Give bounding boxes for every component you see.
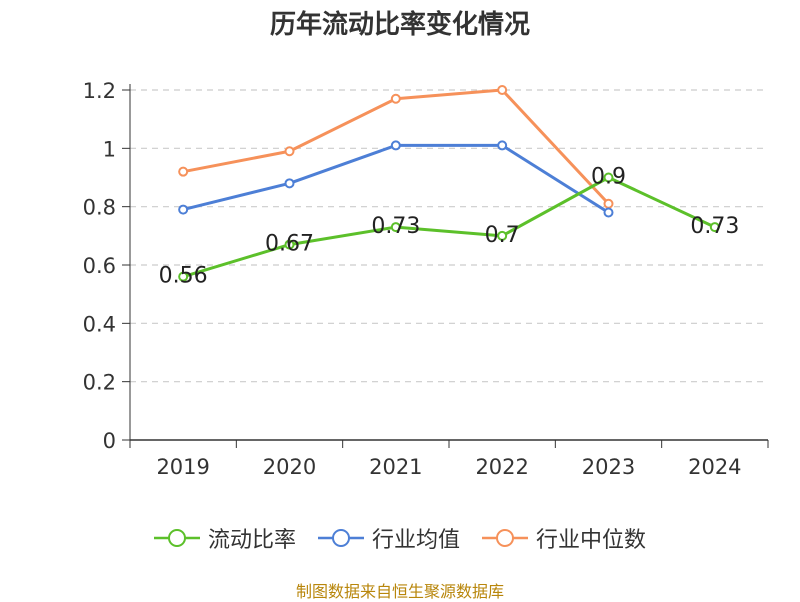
y-tick-label: 1	[103, 137, 116, 161]
data-point	[497, 140, 508, 151]
data-label: 0.7	[485, 223, 520, 248]
data-point	[284, 178, 295, 189]
legend: 流动比率 行业均值 行业中位数	[0, 518, 800, 558]
data-label: 0.73	[371, 214, 420, 239]
y-tick-label: 0	[103, 429, 116, 453]
legend-swatch-icon	[153, 529, 200, 547]
legend-label: 行业均值	[371, 528, 460, 553]
x-tick-label: 2024	[688, 455, 741, 479]
data-label: 0.9	[591, 165, 626, 190]
x-tick-label: 2022	[475, 455, 528, 479]
x-tick-label: 2023	[582, 455, 635, 479]
y-tick-label: 0.8	[83, 196, 116, 220]
data-point	[390, 222, 401, 233]
legend-swatch-icon	[482, 529, 528, 547]
x-tick-label: 2019	[156, 455, 209, 479]
data-point	[390, 93, 401, 104]
data-point	[178, 204, 189, 215]
data-point	[603, 172, 614, 183]
data-point	[603, 198, 614, 209]
data-label: 0.56	[159, 264, 208, 289]
data-point	[390, 140, 401, 151]
y-tick-label: 0.4	[83, 312, 116, 336]
source-note: 制图数据来自恒生聚源数据库	[295, 582, 504, 601]
data-point	[284, 239, 295, 250]
y-tick-label: 1.2	[83, 79, 116, 103]
y-tick-label: 0.2	[83, 371, 116, 395]
chart-title: 历年流动比率变化情况	[269, 10, 530, 40]
data-point	[603, 207, 614, 218]
data-point	[284, 146, 295, 157]
data-label: 0.67	[265, 232, 314, 257]
legend-item-3[interactable]: 行业中位数	[482, 522, 646, 554]
x-tick-label: 2021	[369, 455, 422, 479]
data-point	[497, 230, 508, 241]
data-point	[178, 166, 189, 177]
data-point	[178, 271, 189, 282]
legend-swatch-icon	[317, 529, 364, 547]
series-line-1	[182, 176, 716, 279]
y-tick-label: 0.6	[83, 254, 116, 278]
data-point	[497, 85, 508, 95]
series-line-2	[182, 143, 610, 214]
legend-item-2[interactable]: 行业均值	[317, 522, 460, 554]
data-point	[709, 222, 720, 233]
legend-item-1[interactable]: 流动比率	[153, 522, 296, 554]
data-label: 0.73	[690, 214, 739, 239]
legend-label: 行业中位数	[536, 528, 647, 553]
x-tick-label: 2020	[263, 455, 316, 479]
legend-label: 流动比率	[207, 528, 296, 553]
